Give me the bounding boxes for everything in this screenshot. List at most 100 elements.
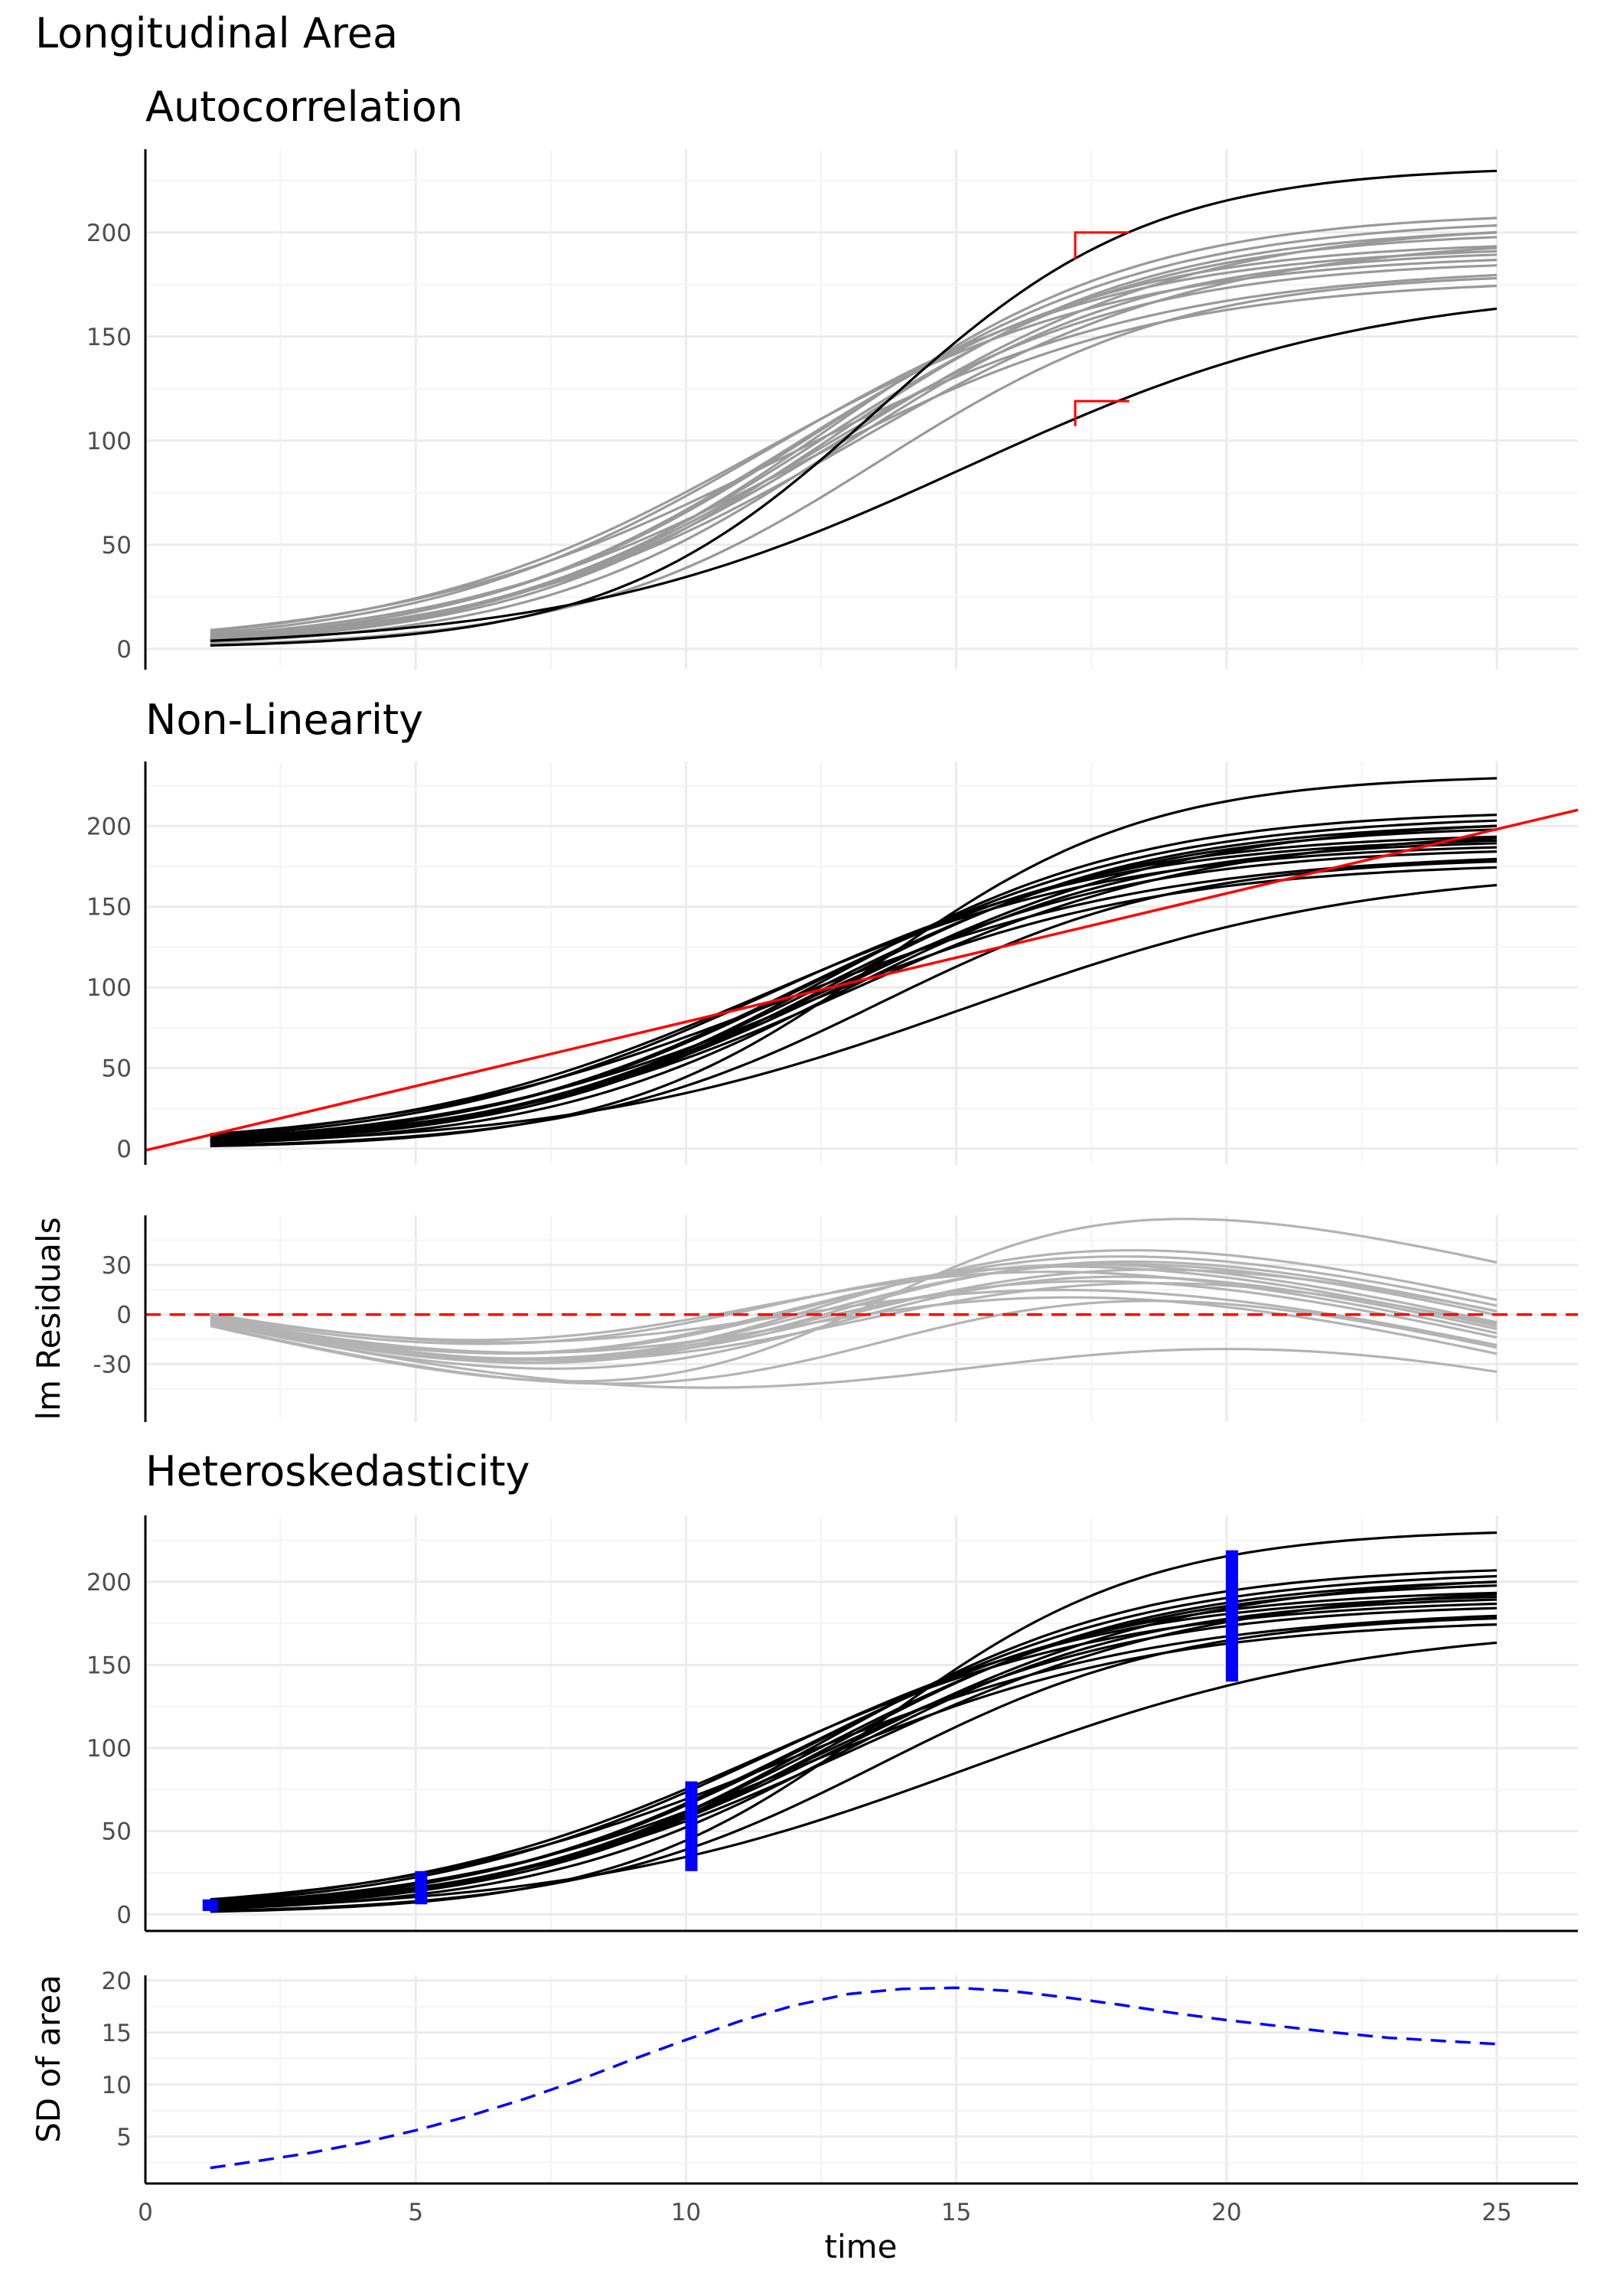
series-line xyxy=(210,835,1498,1142)
series-line xyxy=(210,777,1498,1148)
y-tick-label: 100 xyxy=(86,974,132,1002)
panel-heteroskedasticity: Heteroskedasticity 0 50 100 150 200 xyxy=(86,1447,1578,1932)
axis-autocorrelation: 0 50 100 150 200 xyxy=(86,149,147,670)
ylabel-sd: SD of area xyxy=(30,1975,67,2143)
panel-title-autocorrelation: Autocorrelation xyxy=(145,83,463,131)
figure-title: Longitudinal Area xyxy=(35,9,398,57)
x-tick-label: 0 xyxy=(138,2199,153,2226)
residual-line xyxy=(210,1280,1498,1361)
series-line-gray xyxy=(210,276,1498,646)
series-line-black xyxy=(210,169,1498,647)
series-line xyxy=(210,866,1498,1140)
x-tick-label: 5 xyxy=(408,2199,423,2226)
series-line xyxy=(210,860,1498,1147)
series-sd xyxy=(210,1986,1498,2170)
xlabel-time: time xyxy=(825,2228,898,2265)
grid-autocorrelation xyxy=(145,149,1578,670)
linear-fit-line xyxy=(145,808,1579,1152)
residual-line xyxy=(210,1218,1498,1383)
y-tick-label: 50 xyxy=(102,532,132,559)
series-line xyxy=(210,857,1498,1136)
y-tick-label: 5 xyxy=(116,2124,132,2151)
series-line xyxy=(210,846,1498,1137)
series-line-black xyxy=(210,307,1498,642)
series-line xyxy=(210,1641,1498,1910)
overlay-non-linearity xyxy=(145,808,1579,1152)
series-line-gray xyxy=(210,246,1498,639)
series-line-gray xyxy=(210,217,1498,641)
x-tick-label: 25 xyxy=(1482,2199,1511,2226)
y-tick-label: 100 xyxy=(86,428,132,455)
sd-line xyxy=(210,1986,1498,2170)
series-non-linearity xyxy=(210,777,1498,1148)
residual-line xyxy=(210,1275,1498,1370)
panel-title-heteroskedasticity: Heteroskedasticity xyxy=(145,1447,530,1495)
y-tick-label: 0 xyxy=(116,1901,132,1929)
series-line xyxy=(210,1606,1498,1908)
series-line xyxy=(210,1593,1498,1907)
series-line-gray xyxy=(210,284,1498,637)
panel-title-non-linearity: Non-Linearity xyxy=(145,696,423,744)
y-tick-label: 50 xyxy=(102,1055,132,1083)
series-heteroskedasticity xyxy=(210,1531,1498,1913)
y-tick-label: 0 xyxy=(116,1302,132,1329)
series-line xyxy=(210,883,1498,1144)
series-line xyxy=(210,1616,1498,1913)
y-tick-label: 0 xyxy=(116,1136,132,1163)
series-line-gray xyxy=(210,253,1498,644)
y-tick-label: 50 xyxy=(102,1818,132,1846)
panel-residuals: lm Residuals -30 0 30 xyxy=(30,1215,1578,1422)
y-tick-label: 15 xyxy=(102,2020,132,2047)
series-residuals xyxy=(210,1218,1498,1389)
axis-heteroskedasticity: 0 50 100 150 200 xyxy=(86,1515,1578,1932)
axis-residuals: -30 0 30 xyxy=(93,1215,147,1422)
y-tick-label: 0 xyxy=(116,636,132,664)
panel-non-linearity: Non-Linearity 0 50 100 150 200 xyxy=(86,696,1579,1165)
y-tick-label: 200 xyxy=(86,1569,132,1596)
spread-interval-bar xyxy=(1225,1550,1238,1682)
series-line xyxy=(210,1602,1498,1902)
y-tick-label: 150 xyxy=(86,1652,132,1679)
spread-interval-bar xyxy=(202,1899,218,1911)
x-tick-label: 10 xyxy=(671,2199,701,2226)
series-line-gray xyxy=(210,245,1498,639)
series-line xyxy=(210,1623,1498,1905)
y-tick-label: 100 xyxy=(86,1735,132,1763)
series-line xyxy=(210,1598,1498,1910)
series-line-gray xyxy=(210,264,1498,641)
series-line xyxy=(210,1614,1498,1901)
series-line-gray xyxy=(210,259,1498,633)
series-line xyxy=(210,842,1498,1145)
y-tick-label: -30 xyxy=(93,1351,132,1378)
series-line xyxy=(210,837,1498,1142)
panel-autocorrelation: Autocorrelation 0 50 100 150 200 xyxy=(86,83,1578,670)
grid-heteroskedasticity xyxy=(145,1515,1578,1931)
ylabel-residuals: lm Residuals xyxy=(30,1217,67,1420)
y-tick-label: 10 xyxy=(102,2072,132,2099)
panel-sd: SD of area 5 10 15 20 0 5 10 15 20 25 time xyxy=(30,1968,1578,2265)
grid-sd xyxy=(145,1975,1578,2183)
intervals-heteroskedasticity xyxy=(202,1550,1238,1911)
y-tick-label: 150 xyxy=(86,324,132,351)
annotations-autocorrelation xyxy=(1074,231,1129,426)
axis-sd: 5 10 15 20 0 5 10 15 20 25 xyxy=(102,1968,1578,2226)
x-tick-label: 20 xyxy=(1211,2199,1241,2226)
spread-interval-bar xyxy=(415,1870,428,1905)
y-tick-label: 150 xyxy=(86,894,132,921)
axis-non-linearity: 0 50 100 150 200 xyxy=(86,762,147,1165)
lag-bracket xyxy=(1074,231,1129,260)
y-tick-label: 200 xyxy=(86,220,132,247)
y-tick-label: 200 xyxy=(86,813,132,840)
x-tick-label: 15 xyxy=(941,2199,971,2226)
y-tick-label: 30 xyxy=(102,1252,132,1280)
series-line xyxy=(210,850,1498,1143)
y-tick-label: 20 xyxy=(102,1968,132,1995)
residual-line xyxy=(210,1288,1498,1347)
series-autocorrelation xyxy=(210,169,1498,647)
spread-interval-bar xyxy=(685,1781,698,1871)
residual-line xyxy=(210,1263,1498,1355)
series-line-gray xyxy=(210,273,1498,631)
lag-bracket xyxy=(1074,400,1129,426)
residual-line xyxy=(210,1321,1498,1389)
